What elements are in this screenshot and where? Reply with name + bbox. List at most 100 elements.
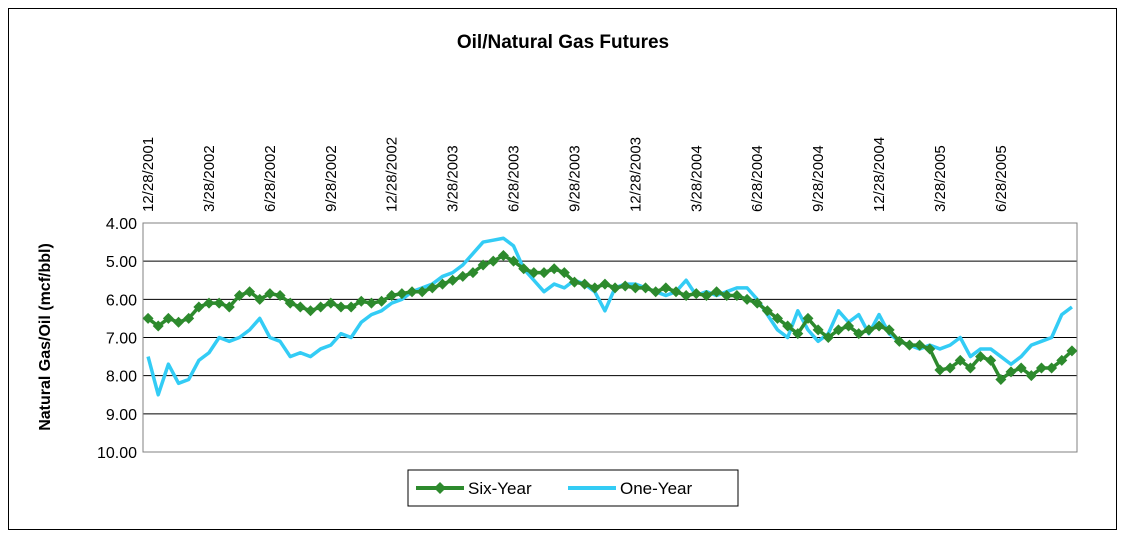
data-point (1025, 370, 1037, 382)
data-point (660, 282, 672, 294)
data-point (213, 297, 225, 309)
data-point (792, 328, 804, 340)
data-point (822, 332, 834, 343)
data-point (223, 301, 235, 313)
data-point (568, 276, 580, 288)
data-point (386, 290, 398, 302)
x-tick-label: 12/28/2003 (627, 137, 644, 212)
data-point (619, 280, 631, 292)
data-point (802, 312, 814, 324)
data-point (711, 286, 723, 298)
data-point (345, 301, 357, 313)
y-tick-label: 5.00 (106, 254, 137, 271)
x-tick-label: 12/28/2002 (384, 137, 401, 212)
x-tick-label: 6/28/2004 (749, 145, 766, 212)
data-point (1046, 362, 1058, 374)
x-tick-label: 3/28/2005 (932, 145, 949, 212)
data-point (599, 278, 611, 290)
data-point (741, 293, 753, 305)
y-tick-label: 6.00 (106, 292, 137, 309)
data-point (416, 286, 428, 298)
data-point (1066, 345, 1078, 357)
data-point (528, 267, 540, 279)
data-point (518, 263, 530, 275)
x-tick-label: 6/28/2005 (993, 145, 1010, 212)
legend-label: One-Year (620, 479, 692, 498)
data-point (538, 267, 550, 279)
chart-title: Oil/Natural Gas Futures (457, 32, 669, 53)
data-point (640, 282, 652, 294)
data-point (335, 301, 347, 313)
data-point (457, 270, 469, 282)
data-point (883, 324, 895, 336)
data-point (305, 305, 317, 317)
data-point (609, 282, 621, 294)
data-point (995, 373, 1007, 385)
data-point (812, 324, 824, 336)
x-tick-label: 9/28/2003 (566, 145, 583, 212)
data-point (487, 255, 499, 267)
data-point (548, 263, 560, 275)
data-point (700, 290, 712, 302)
data-point (142, 312, 154, 324)
data-point (650, 286, 662, 298)
data-point (832, 324, 844, 336)
data-point (376, 295, 388, 307)
x-tick-label: 3/28/2002 (201, 145, 218, 212)
data-point (406, 286, 418, 298)
data-point (843, 320, 855, 332)
data-point (1005, 366, 1017, 378)
data-point (365, 297, 377, 309)
data-point (294, 301, 306, 313)
data-point (761, 305, 773, 317)
data-point (508, 255, 520, 267)
x-tick-label: 6/28/2002 (262, 145, 279, 212)
data-point (396, 288, 408, 300)
data-point (731, 290, 743, 302)
data-point (873, 320, 885, 332)
legend-label: Six-Year (468, 479, 532, 498)
data-point (772, 312, 784, 324)
data-point (426, 282, 438, 294)
y-tick-label: 4.00 (106, 216, 137, 233)
x-tick-label: 12/28/2001 (140, 137, 157, 212)
y-tick-label: 8.00 (106, 369, 137, 386)
data-point (975, 351, 987, 363)
legend-marker (434, 482, 446, 494)
data-point (934, 364, 946, 376)
data-point (863, 324, 875, 336)
data-point (477, 259, 489, 271)
data-point (893, 335, 905, 347)
x-tick-label: 9/28/2004 (810, 145, 827, 212)
x-tick-label: 3/28/2004 (688, 145, 705, 212)
data-point (254, 293, 266, 305)
data-point (264, 288, 276, 300)
y-tick-label: 9.00 (106, 407, 137, 424)
data-point (629, 282, 641, 294)
data-point (467, 267, 479, 279)
data-point (985, 354, 997, 366)
data-point (325, 297, 337, 309)
data-point (751, 297, 763, 309)
data-point (944, 362, 956, 374)
data-point (589, 282, 601, 294)
data-point (903, 339, 915, 351)
data-point (497, 249, 509, 261)
data-point (183, 312, 195, 324)
data-point (284, 297, 296, 309)
data-point (924, 343, 936, 355)
data-point (721, 290, 733, 302)
x-tick-label: 9/28/2002 (323, 145, 340, 212)
data-point (436, 278, 448, 290)
data-point (447, 274, 459, 286)
data-point (558, 267, 570, 279)
data-point (964, 362, 976, 374)
data-point (914, 339, 926, 351)
data-point (690, 288, 702, 300)
data-point (579, 278, 591, 290)
data-point (680, 290, 692, 302)
data-point (315, 301, 327, 313)
data-point (173, 316, 185, 328)
data-point (162, 312, 174, 324)
